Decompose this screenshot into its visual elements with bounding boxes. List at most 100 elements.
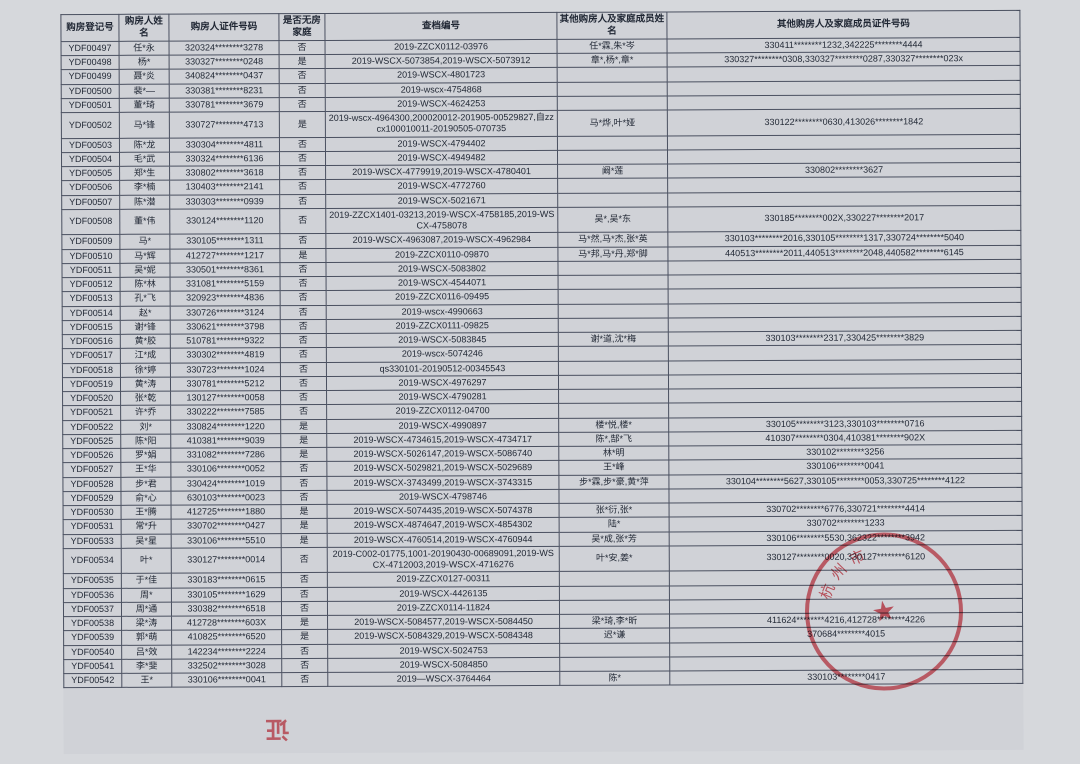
table-cell: YDF00540 bbox=[64, 645, 122, 660]
table-cell: 2019-ZZCX0127-00311 bbox=[327, 572, 559, 587]
table-cell: YDF00519 bbox=[62, 377, 120, 392]
table-cell: YDF00509 bbox=[62, 235, 120, 250]
table-cell: 2019-WSCX-5024753 bbox=[328, 643, 560, 658]
table-cell: 否 bbox=[280, 319, 326, 333]
table-cell bbox=[559, 600, 669, 615]
table-cell: 王*腾 bbox=[121, 505, 171, 519]
table-cell: 否 bbox=[280, 362, 326, 376]
table-cell: 2019-C002-01775,1001-20190430-00689091,2… bbox=[327, 546, 559, 573]
registration-table: 购房登记号 购房人姓名 购房人证件号码 是否无房家庭 查档编号 其他购房人及家庭… bbox=[60, 10, 1023, 688]
table-cell bbox=[668, 345, 1021, 361]
table-cell bbox=[669, 570, 1022, 586]
table-cell: 否 bbox=[279, 40, 325, 54]
table-cell: 2019-wscx-5074246 bbox=[326, 347, 558, 362]
table-cell: YDF00537 bbox=[63, 602, 121, 617]
table-cell: 王* bbox=[122, 673, 172, 687]
table-cell: 410307********0304,410381********902X bbox=[669, 430, 1022, 446]
table-cell: 2019-ZZCX0114-11824 bbox=[327, 600, 559, 615]
bottom-red-mark: 证 bbox=[263, 714, 289, 749]
table-cell bbox=[557, 150, 667, 165]
table-cell: YDF00512 bbox=[62, 277, 120, 292]
table-cell bbox=[557, 67, 667, 82]
table-cell: 330702********1233 bbox=[669, 516, 1022, 532]
table-cell: 陈* bbox=[560, 671, 670, 686]
table-cell: 是 bbox=[279, 54, 325, 68]
table-cell: 330802********3618 bbox=[170, 166, 280, 181]
table-cell: YDF00530 bbox=[63, 505, 121, 520]
table-cell bbox=[667, 134, 1020, 150]
table-cell: 吴*成,张*芳 bbox=[559, 531, 669, 546]
table-cell: 510781********9322 bbox=[170, 334, 280, 349]
table-cell: 杨* bbox=[119, 55, 169, 69]
table-cell: YDF00522 bbox=[63, 420, 121, 435]
table-cell: 赵* bbox=[120, 306, 170, 320]
table-cell: YDF00503 bbox=[61, 138, 119, 153]
table-cell: 楼*悦,楼* bbox=[559, 417, 669, 432]
table-cell: 马* bbox=[120, 234, 170, 248]
table-cell: 630103********0023 bbox=[171, 490, 281, 505]
table-cell: 330127********0014 bbox=[171, 547, 281, 573]
table-cell: 刘* bbox=[121, 420, 171, 434]
table-cell: 2019-wscx-4964300,200020012-201905-00529… bbox=[325, 110, 557, 137]
table-cell: 330424********1019 bbox=[171, 476, 281, 491]
table-cell: 俞*心 bbox=[121, 491, 171, 505]
table-cell: 否 bbox=[281, 390, 327, 404]
table-cell: 阚*莲 bbox=[558, 164, 668, 179]
table-cell: YDF00498 bbox=[61, 55, 119, 70]
table-cell: 330621********3798 bbox=[170, 319, 280, 334]
table-cell: 2019-ZZCX0112-03976 bbox=[325, 39, 557, 54]
table-cell: 330103********2317,330425********3829 bbox=[668, 330, 1021, 346]
table-cell: 330381********8231 bbox=[169, 83, 279, 98]
col-idno: 购房人证件号码 bbox=[169, 14, 279, 41]
table-cell: 否 bbox=[279, 151, 325, 165]
table-cell: 马*辉 bbox=[120, 249, 170, 263]
table-cell: 2019-WSCX-5084850 bbox=[328, 657, 560, 672]
table-cell bbox=[667, 148, 1020, 164]
table-cell: 330104********5627,330105********0053,33… bbox=[669, 473, 1022, 489]
table-cell bbox=[558, 375, 668, 390]
table-cell: 330302********4819 bbox=[170, 348, 280, 363]
table-cell: 330106********5510 bbox=[171, 533, 281, 548]
table-cell: 马*锋 bbox=[119, 112, 169, 138]
table-cell: 任*霖,朱*岑 bbox=[557, 39, 667, 54]
table-cell: 毛*武 bbox=[119, 152, 169, 166]
table-cell: 330105********1311 bbox=[170, 234, 280, 249]
table-cell: 2019-WSCX-4963087,2019-WSCX-4962984 bbox=[326, 233, 558, 248]
table-cell: 410825********6520 bbox=[172, 630, 282, 645]
table-cell: 否 bbox=[280, 333, 326, 347]
table-cell bbox=[559, 571, 669, 586]
table-cell: 吴*,吴*东 bbox=[558, 207, 668, 233]
table-cell: 梁*涛 bbox=[122, 616, 172, 630]
col-fam: 其他购房人及家庭成员姓名 bbox=[557, 12, 667, 39]
table-cell: 2019-WSCX-5021671 bbox=[326, 193, 558, 208]
table-cell bbox=[559, 585, 669, 600]
table-cell: 330304********4811 bbox=[169, 137, 279, 152]
table-cell: qs330101-20190512-00345543 bbox=[326, 361, 558, 376]
col-noh: 是否无房家庭 bbox=[279, 13, 325, 40]
table-cell: 2019-WSCX-4760514,2019-WSCX-4760944 bbox=[327, 532, 559, 547]
table-cell: YDF00514 bbox=[62, 306, 120, 321]
table-cell: 2019-ZZCX0110-09870 bbox=[326, 247, 558, 262]
table-cell: 董*琦 bbox=[119, 98, 169, 112]
table-cell: 王*峰 bbox=[559, 460, 669, 475]
col-arch: 查档编号 bbox=[325, 12, 557, 40]
table-cell: 2019-wscx-4990663 bbox=[326, 304, 558, 319]
table-cell: YDF00539 bbox=[64, 631, 122, 646]
table-cell: 2019—WSCX-3764464 bbox=[328, 671, 560, 686]
table-cell: 330727********4713 bbox=[169, 112, 279, 138]
table-cell bbox=[668, 302, 1021, 318]
table-cell: 2019-WSCX-4624253 bbox=[325, 96, 557, 111]
table-cell bbox=[557, 96, 667, 111]
table-cell: 330324********6136 bbox=[169, 151, 279, 166]
table-row: YDF00542王*330106********0041否2019—WSCX-3… bbox=[64, 669, 1023, 687]
table-cell: 2019-WSCX-4772760 bbox=[326, 179, 558, 194]
table-cell: 331082********7286 bbox=[171, 448, 281, 463]
table-cell: 是 bbox=[281, 447, 327, 461]
table-cell: 否 bbox=[281, 490, 327, 504]
table-cell: 412727********1217 bbox=[170, 248, 280, 263]
table-cell bbox=[669, 598, 1022, 614]
table-cell: 徐*婷 bbox=[120, 363, 170, 377]
table-cell: 否 bbox=[281, 462, 327, 476]
table-cell: 330702********0427 bbox=[171, 519, 281, 534]
table-cell: 2019-ZZCX0116-09495 bbox=[326, 290, 558, 305]
